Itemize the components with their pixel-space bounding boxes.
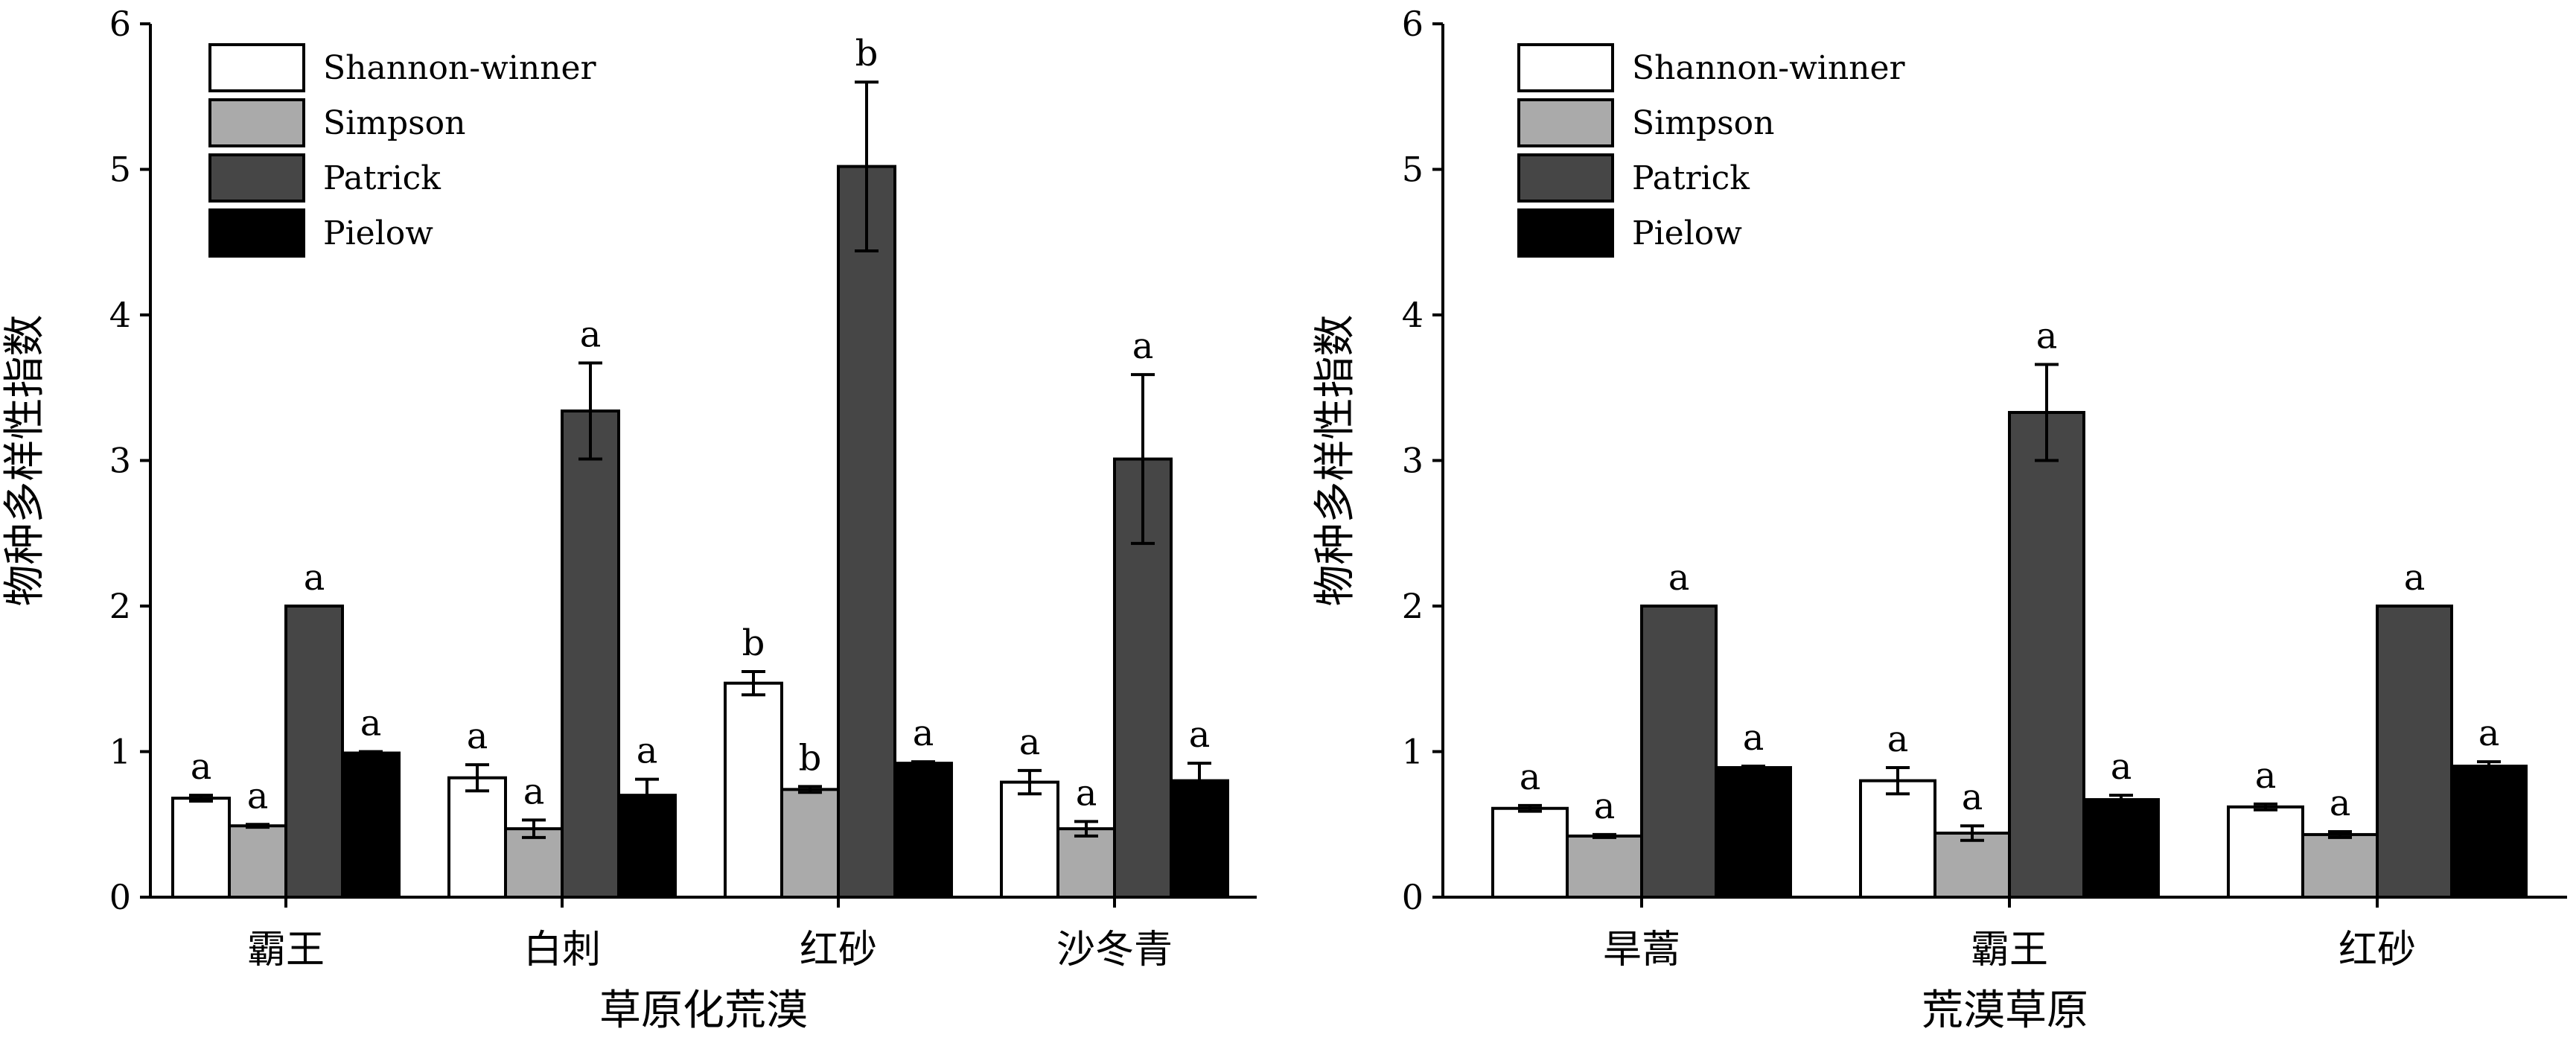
bar-simpson-3 [2301, 832, 2379, 899]
bar-patrick-1 [1640, 605, 1718, 899]
legend-label-patrick: Patrick [1632, 159, 1750, 197]
bar-patrick-3 [837, 165, 896, 899]
legend-swatch-shannon-winner [1517, 43, 1614, 92]
x-category-label: 霸王 [247, 928, 325, 972]
x-category-label: 沙冬青 [1056, 928, 1173, 972]
significance-letter: a [2255, 755, 2277, 797]
significance-letter: a [1132, 325, 1154, 367]
x-category-label: 红砂 [800, 928, 877, 972]
y-tick-label: 4 [1402, 295, 1424, 335]
significance-letter: a [467, 715, 488, 757]
y-tick-label: 2 [109, 586, 131, 626]
y-axis-title: 物种多样性指数 [1311, 315, 1359, 607]
significance-letter: a [2404, 557, 2426, 599]
significance-letter: a [1668, 557, 1690, 599]
significance-letter: a [580, 314, 602, 356]
significance-letter: a [304, 557, 325, 599]
significance-letter: a [2036, 315, 2058, 357]
significance-letter: a [637, 730, 658, 772]
x-axis-title: 荒漠草原 [1922, 987, 2088, 1035]
significance-letter: a [523, 771, 545, 812]
significance-letter: a [2111, 746, 2132, 788]
significance-letter: a [2330, 783, 2351, 824]
bar-shannon-winner-3 [724, 681, 783, 899]
bar-shannon-winner-3 [2227, 805, 2304, 899]
y-tick-label: 5 [109, 150, 131, 190]
legend-swatch-simpson [1517, 98, 1614, 147]
bar-shannon-winner-2 [1859, 779, 1936, 899]
legend-label-simpson: Simpson [1632, 104, 1775, 142]
x-category-label: 红砂 [2339, 928, 2416, 972]
significance-letter: a [913, 713, 934, 754]
bar-patrick-2 [561, 409, 620, 899]
x-category-label: 旱蒿 [1603, 928, 1680, 972]
y-tick-label: 1 [109, 732, 131, 772]
y-tick-label: 4 [109, 295, 131, 335]
y-tick-label: 6 [109, 4, 131, 44]
y-axis-title: 物种多样性指数 [1, 315, 49, 607]
legend-label-pielow: Pielow [1632, 214, 1742, 252]
bar-patrick-1 [284, 605, 344, 899]
bar-pielow-3 [893, 762, 953, 899]
significance-letter: b [742, 622, 765, 664]
legend-label-patrick: Patrick [323, 159, 441, 197]
significance-letter: a [2478, 713, 2500, 754]
y-tick-label: 3 [109, 441, 131, 481]
legend-label-pielow: Pielow [323, 214, 433, 252]
legend-swatch-pielow [208, 208, 305, 258]
significance-letter: a [1594, 785, 1616, 827]
significance-letter: b [799, 737, 822, 779]
y-tick-label: 0 [109, 877, 131, 917]
y-tick-label: 6 [1402, 4, 1424, 44]
bar-pielow-2 [2082, 798, 2160, 899]
significance-letter: a [191, 746, 212, 788]
y-tick-label: 1 [1402, 732, 1424, 772]
x-category-label: 霸王 [1971, 928, 2048, 972]
bar-simpson-3 [780, 788, 840, 899]
chart-panel-left: 0123456物种多样性指数aaaa霸王aaaa白刺bbba红砂aaaa沙冬青草… [1, 4, 1257, 1035]
legend-swatch-shannon-winner [208, 43, 305, 92]
significance-letter: a [1743, 717, 1764, 759]
bar-simpson-4 [1056, 827, 1116, 899]
significance-letter: a [1887, 718, 1909, 760]
x-category-label: 白刺 [523, 928, 601, 972]
legend-label-shannon-winner: Shannon-winner [323, 49, 597, 87]
legend-swatch-pielow [1517, 208, 1614, 258]
legend-swatch-patrick [1517, 153, 1614, 203]
bar-shannon-winner-2 [447, 776, 507, 899]
bar-patrick-2 [2008, 410, 2085, 899]
bar-simpson-2 [1933, 831, 2011, 899]
significance-letter: a [1962, 777, 1983, 818]
y-tick-label: 3 [1402, 441, 1424, 481]
significance-letter: a [1076, 772, 1097, 814]
significance-letter: a [247, 775, 269, 817]
bar-shannon-winner-1 [171, 797, 231, 899]
x-axis-title: 草原化荒漠 [599, 987, 808, 1035]
y-tick-label: 0 [1402, 877, 1424, 917]
bar-simpson-2 [504, 827, 564, 899]
y-tick-label: 5 [1402, 150, 1424, 190]
significance-letter: a [360, 703, 382, 745]
bar-pielow-1 [1715, 766, 1792, 899]
bar-shannon-winner-1 [1491, 806, 1569, 899]
significance-letter: a [1189, 714, 1211, 756]
bar-simpson-1 [228, 824, 287, 899]
significance-letter: a [1019, 721, 1041, 763]
legend-label-simpson: Simpson [323, 104, 466, 142]
significance-letter: b [855, 33, 879, 74]
bar-shannon-winner-4 [1000, 780, 1059, 899]
legend-swatch-simpson [208, 98, 305, 147]
y-tick-label: 2 [1402, 586, 1424, 626]
legend-label-shannon-winner: Shannon-winner [1632, 49, 1906, 87]
legend-swatch-patrick [208, 153, 305, 203]
bar-pielow-1 [341, 751, 401, 899]
significance-letter: a [1520, 756, 1541, 798]
bar-pielow-4 [1170, 779, 1229, 899]
bar-simpson-1 [1566, 834, 1643, 899]
bar-pielow-3 [2450, 765, 2528, 899]
bar-patrick-3 [2376, 605, 2453, 899]
